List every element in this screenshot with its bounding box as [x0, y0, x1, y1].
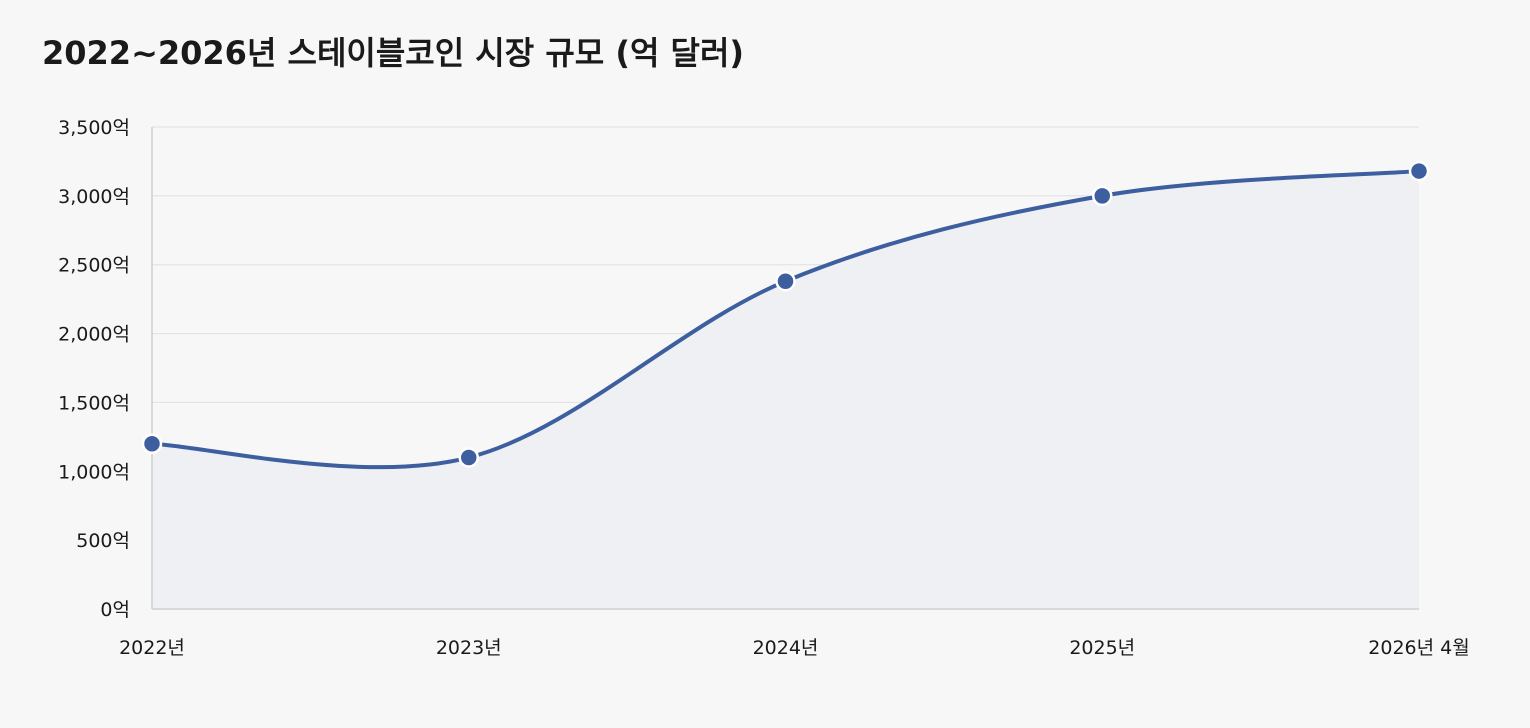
data-points	[141, 160, 1430, 468]
data-point	[1092, 185, 1113, 207]
data-point	[141, 433, 163, 454]
axes	[151, 127, 1419, 610]
x-tick-label: 2022년	[119, 637, 185, 659]
y-tick-label: 2,500억	[58, 255, 130, 277]
x-axis-ticks: 2022년 2023년 2024년 2025년 2026년 4월	[119, 637, 1470, 659]
x-tick-label: 2024년	[753, 637, 819, 659]
y-tick-label: 3,500억	[58, 117, 130, 139]
x-tick-label: 2023년	[436, 637, 502, 659]
y-tick-label: 2,000억	[58, 324, 130, 346]
y-axis-ticks: 0억 500억 1,000억 1,500억 2,000억 2,500억 3,000억 3,50…	[58, 117, 130, 621]
x-tick-label: 2026년 4월	[1368, 637, 1469, 659]
y-tick-label: 3,000억	[58, 186, 130, 208]
chart-title: 2022~2026년 스테이블코인 시장 규모 (억 달러)	[42, 34, 745, 72]
y-tick-label: 1,000억	[58, 461, 130, 483]
data-point	[1408, 160, 1430, 182]
area-layer	[152, 171, 1419, 609]
y-tick-label: 1,500억	[58, 392, 130, 414]
x-tick-label: 2025년	[1069, 637, 1135, 659]
data-point	[775, 270, 796, 292]
data-point	[458, 447, 479, 468]
y-tick-label: 500억	[76, 530, 130, 552]
series-area	[152, 171, 1419, 609]
y-tick-label: 0억	[100, 599, 130, 621]
